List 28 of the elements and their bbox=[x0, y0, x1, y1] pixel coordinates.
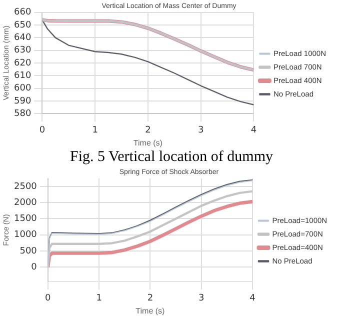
y-tick-label: 600 bbox=[14, 84, 32, 94]
y-tick-label: 580 bbox=[14, 108, 32, 119]
y-tick-label: 2000 bbox=[14, 198, 38, 208]
x-tick-label: 2 bbox=[145, 125, 151, 136]
x-tick-label: 4 bbox=[250, 125, 257, 136]
y-tick-label: 610 bbox=[14, 70, 32, 81]
x-tick-label: 3 bbox=[198, 293, 204, 304]
y-tick-label: 650 bbox=[14, 20, 32, 30]
y-tick-label: 500 bbox=[20, 246, 38, 256]
y-tick-label: 590 bbox=[14, 96, 32, 106]
y-tick-label: 630 bbox=[14, 46, 32, 56]
x-tick-label: 0 bbox=[45, 293, 52, 304]
x-tick-label: 3 bbox=[198, 125, 204, 136]
y-tick-label: 620 bbox=[14, 58, 32, 68]
x-axis-title: Time (s) bbox=[133, 138, 163, 148]
x-tick-label: 0 bbox=[39, 125, 46, 136]
y-tick-label: 1000 bbox=[14, 230, 38, 240]
y-tick-label: 1500 bbox=[14, 214, 38, 224]
x-tick-label: 4 bbox=[250, 293, 256, 304]
caption: Fig. 5 Vertical location of dummy bbox=[68, 148, 274, 166]
y-tick-label: 2500 bbox=[14, 182, 38, 192]
x-axis-title: Time (s) bbox=[136, 306, 166, 316]
x-tick-label: 2 bbox=[147, 293, 154, 304]
y-tick-label: 660 bbox=[14, 8, 32, 18]
y-tick-label: 640 bbox=[14, 33, 32, 44]
y-tick-label: 0 bbox=[31, 262, 38, 272]
x-tick-label: 1 bbox=[96, 293, 102, 304]
x-tick-label: 1 bbox=[92, 125, 98, 136]
